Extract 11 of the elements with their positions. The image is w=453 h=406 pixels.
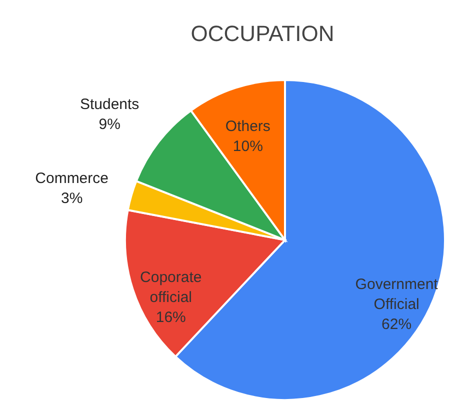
data-label: 9% (98, 116, 120, 133)
data-label: 10% (232, 138, 263, 155)
slice-label: Others (225, 118, 270, 135)
slice-label: Commerce (35, 170, 108, 188)
slice-label: Students (80, 96, 140, 113)
slice-label: Government Official (355, 276, 439, 314)
data-label: 62% (382, 316, 412, 334)
chart-title: OCCUPATION (190, 21, 334, 46)
slice-label: Coporate official (140, 269, 202, 306)
data-label: 16% (156, 309, 186, 326)
data-label: 3% (60, 190, 83, 208)
